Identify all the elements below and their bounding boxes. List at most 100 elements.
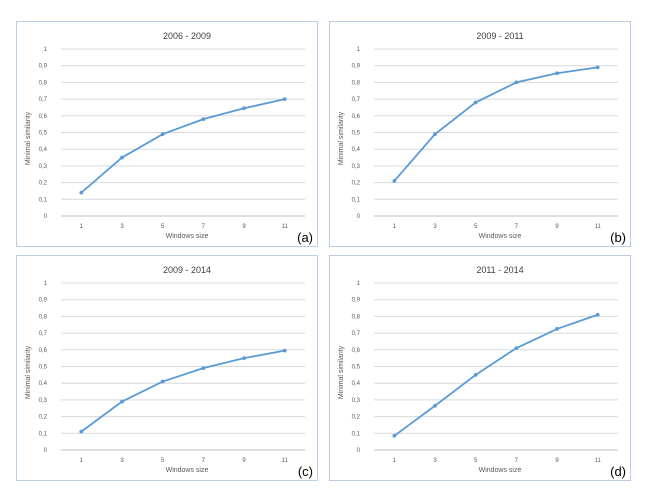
y-tick-label: 0,5 xyxy=(352,131,361,137)
x-tick-label: 7 xyxy=(515,224,519,230)
x-tick-label: 1 xyxy=(80,458,84,464)
y-tick-label: 0,5 xyxy=(39,131,48,137)
data-point xyxy=(242,356,246,361)
x-tick-label: 3 xyxy=(433,224,437,230)
y-tick-label: 0,8 xyxy=(352,314,361,320)
data-point xyxy=(160,132,165,137)
y-axis-title: Minimal similarity xyxy=(338,345,345,399)
y-tick-label: 0 xyxy=(357,214,361,220)
x-tick-label: 9 xyxy=(555,224,559,230)
data-point xyxy=(473,100,478,105)
chart-panel-b: 0 0,1 0,2 0,3 0,4 0,5 0,6 0,7 0,8 0,9 1 1 3 5 7 9 11 2009… xyxy=(329,21,631,247)
y-axis-title: Minimal similarity xyxy=(25,111,32,165)
y-tick-label: 0,2 xyxy=(39,415,48,421)
chart-svg: 00,10,20,30,40,50,60,70,80,911 3 5 7 9 112011… xyxy=(338,265,626,479)
y-tick-label: 0,4 xyxy=(39,381,48,387)
x-tick-label: 3 xyxy=(120,458,124,464)
y-tick-label: 1 xyxy=(44,47,48,53)
series-line xyxy=(80,98,285,194)
y-tick-label: 0,2 xyxy=(39,181,48,187)
data-point xyxy=(555,71,559,76)
panel-label: (a) xyxy=(297,230,313,245)
data-point xyxy=(433,132,437,137)
x-tick-label: 9 xyxy=(555,458,559,464)
y-tick-label: 0,5 xyxy=(39,365,48,371)
x-tick-label: 7 xyxy=(202,224,206,230)
chart-title: 2009 - 2011 xyxy=(476,31,523,41)
chart-panel-a: 0 0,1 0,2 0,3 0,4 0,5 0,6 0,7 0,8 0,9 1 1 3 5 7 9 11 2006… xyxy=(16,21,318,247)
x-tick-label: 1 xyxy=(393,458,397,464)
y-tick-label: 0,3 xyxy=(352,398,361,404)
y-tick-label: 0,9 xyxy=(39,298,48,304)
y-tick-label: 0,4 xyxy=(39,147,48,153)
y-tick-label: 1 xyxy=(357,47,361,53)
y-tick-label: 0,1 xyxy=(39,197,48,203)
data-point xyxy=(79,190,84,195)
y-tick-label: 0,4 xyxy=(352,147,361,153)
y-tick-label: 0,8 xyxy=(39,80,48,86)
y-tick-label: 0,8 xyxy=(39,314,48,320)
x-tick-label: 11 xyxy=(282,458,289,464)
x-tick-label: 11 xyxy=(595,224,602,230)
y-tick-label: 0 xyxy=(44,448,48,454)
y-tick-label: 1 xyxy=(357,281,361,287)
data-point xyxy=(120,155,124,160)
data-point xyxy=(514,80,519,85)
data-point xyxy=(242,106,246,111)
data-point xyxy=(473,372,478,377)
y-tick-label: 1 xyxy=(44,281,48,287)
data-point xyxy=(201,117,206,122)
chart-title: 2009 - 2014 xyxy=(163,265,211,275)
y-tick-label: 0,3 xyxy=(39,398,48,404)
x-tick-label: 11 xyxy=(595,458,602,464)
data-point xyxy=(392,179,397,183)
series-line xyxy=(393,313,598,437)
y-tick-label: 0,8 xyxy=(352,80,361,86)
data-point xyxy=(595,65,600,70)
chart-title: 2006 - 2009 xyxy=(163,31,211,41)
chart-svg: 00,10,20,30,40,50,60,70,80,911 3 5 7 9 112006… xyxy=(25,31,313,245)
y-tick-label: 0,7 xyxy=(352,97,361,103)
data-point xyxy=(595,312,600,317)
data-point xyxy=(282,348,287,353)
y-tick-label: 0,6 xyxy=(352,348,361,354)
x-tick-label: 3 xyxy=(433,458,437,464)
y-tick-label: 0,4 xyxy=(352,381,361,387)
x-tick-label: 5 xyxy=(474,224,478,230)
chart-panel-d: 0 0,1 0,2 0,3 0,4 0,5 0,6 0,7 0,8 0,9 1 1 3 5 7 9 11 2011… xyxy=(329,255,631,481)
data-point xyxy=(160,379,165,384)
x-tick-label: 3 xyxy=(120,224,124,230)
y-tick-label: 0,1 xyxy=(39,431,48,437)
data-point xyxy=(120,399,124,404)
data-point xyxy=(79,429,84,434)
x-tick-label: 9 xyxy=(242,224,246,230)
chart-svg: 00,10,20,30,40,50,60,70,80,911 3 5 7 9 112009… xyxy=(338,31,626,245)
chart-svg: 00,10,20,30,40,50,60,70,80,911 3 5 7 9 112009… xyxy=(25,265,313,479)
data-point xyxy=(555,327,559,331)
y-tick-label: 0,6 xyxy=(39,348,48,354)
x-axis-title: Windows size xyxy=(479,467,522,474)
x-tick-label: 5 xyxy=(161,224,165,230)
x-tick-label: 5 xyxy=(161,458,165,464)
x-tick-label: 7 xyxy=(202,458,206,464)
x-tick-label: 11 xyxy=(282,224,289,230)
y-tick-label: 0,6 xyxy=(352,114,361,120)
data-point xyxy=(282,97,287,101)
y-tick-label: 0,7 xyxy=(39,331,48,337)
y-axis-title: Minimal similarity xyxy=(25,345,32,399)
y-tick-label: 0,3 xyxy=(39,164,48,170)
y-tick-label: 0,9 xyxy=(39,64,48,70)
panel-label: (c) xyxy=(298,464,313,479)
series-line xyxy=(393,66,598,182)
y-tick-label: 0,7 xyxy=(39,97,48,103)
x-axis-title: Windows size xyxy=(166,233,209,240)
x-axis-title: Windows size xyxy=(166,467,209,474)
y-axis-title: Minimal similarity xyxy=(338,111,345,165)
y-tick-label: 0,2 xyxy=(352,415,361,421)
data-point xyxy=(392,433,397,438)
data-point xyxy=(433,403,437,408)
y-tick-label: 0,2 xyxy=(352,181,361,187)
y-tick-label: 0 xyxy=(357,448,361,454)
chart-panel-c: 0 0,1 0,2 0,3 0,4 0,5 0,6 0,7 0,8 0,9 1 1 3 5 7 9 11 2009… xyxy=(16,255,318,481)
y-tick-label: 0,9 xyxy=(352,298,361,304)
